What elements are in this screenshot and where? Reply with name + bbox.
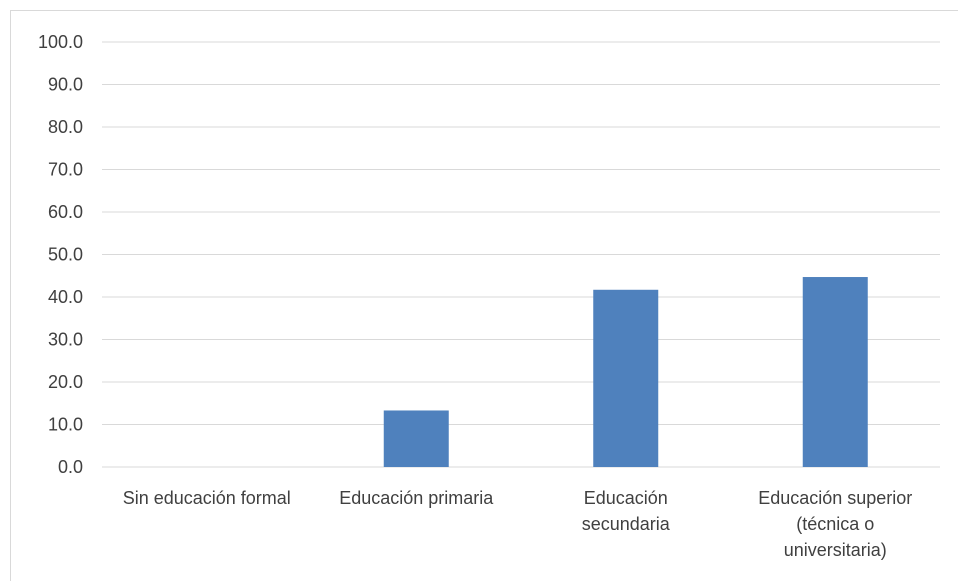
y-tick-label: 0.0 xyxy=(58,457,83,477)
y-tick-label: 80.0 xyxy=(48,117,83,137)
bar xyxy=(383,410,449,467)
bars xyxy=(383,277,868,467)
y-tick-label: 20.0 xyxy=(48,372,83,392)
x-category-label: Sin educación formal xyxy=(123,488,291,508)
y-tick-label: 90.0 xyxy=(48,75,83,95)
gridlines xyxy=(102,41,940,468)
y-tick-label: 40.0 xyxy=(48,287,83,307)
chart-border xyxy=(10,10,958,581)
x-category-label: Educación secundaria xyxy=(582,488,671,534)
x-axis-category-labels: Sin educación formal Educación primaria Ed… xyxy=(123,488,913,560)
y-axis-tick-labels: 0.0 10.0 20.0 30.0 40.0 50.0 60.0 70.0 80.0 90.0 1… xyxy=(38,32,83,477)
x-category-label: Educación primaria xyxy=(339,488,494,508)
y-tick-label: 30.0 xyxy=(48,330,83,350)
bar xyxy=(593,289,659,467)
y-tick-label: 100.0 xyxy=(38,32,83,52)
y-tick-label: 60.0 xyxy=(48,202,83,222)
x-category-label: Educación superior (técnica o universitari… xyxy=(758,488,912,560)
y-tick-label: 10.0 xyxy=(48,415,83,435)
y-tick-label: 70.0 xyxy=(48,160,83,180)
bar xyxy=(802,277,868,467)
y-tick-label: 50.0 xyxy=(48,245,83,265)
